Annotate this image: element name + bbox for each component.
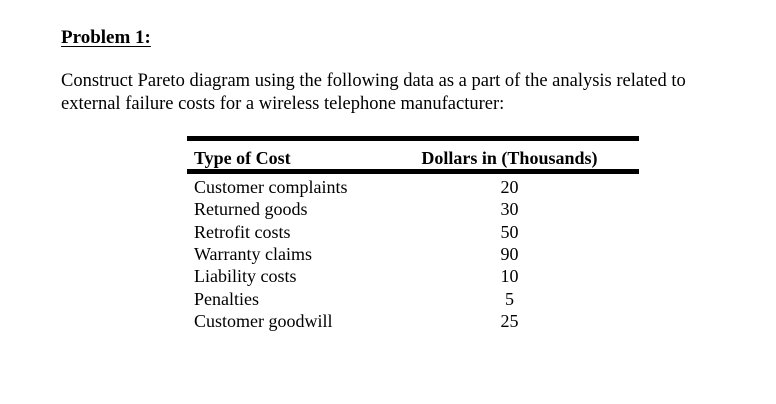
problem-heading: Problem 1:: [61, 27, 151, 48]
row-value: 30: [500, 199, 519, 220]
table-row: Returned goods 30: [187, 198, 639, 220]
row-type: Penalties: [194, 288, 259, 309]
intro-line-1: Construct Pareto diagram using the follo…: [61, 71, 686, 91]
row-value: 50: [500, 221, 519, 242]
row-type: Customer goodwill: [194, 310, 333, 331]
intro-line-2: external failure costs for a wireless te…: [61, 94, 505, 114]
header-dollars: Dollars in (Thousands): [421, 147, 598, 168]
table-row: Retrofit costs 50: [187, 221, 639, 243]
table-row: Warranty claims 90: [187, 243, 639, 265]
cost-table: Type of Cost Dollars in (Thousands) Cust…: [187, 136, 639, 332]
row-value: 5: [504, 288, 514, 309]
row-value: 10: [500, 266, 519, 287]
row-type: Customer complaints: [194, 177, 348, 198]
header-type-of-cost: Type of Cost: [194, 147, 291, 168]
table-row: Liability costs 10: [187, 265, 639, 287]
table-header-row: Type of Cost Dollars in (Thousands): [187, 138, 639, 172]
table-row: Customer goodwill 25: [187, 310, 639, 332]
problem-intro: Construct Pareto diagram using the follo…: [61, 70, 751, 116]
row-type: Returned goods: [194, 199, 308, 220]
row-value: 20: [500, 177, 519, 198]
row-type: Warranty claims: [194, 244, 313, 265]
row-value: 25: [500, 310, 519, 331]
row-value: 90: [500, 244, 519, 265]
table-row: Penalties 5: [187, 287, 639, 309]
table-row: Customer complaints 20: [187, 172, 639, 199]
row-type: Liability costs: [194, 266, 297, 287]
row-type: Retrofit costs: [194, 221, 291, 242]
